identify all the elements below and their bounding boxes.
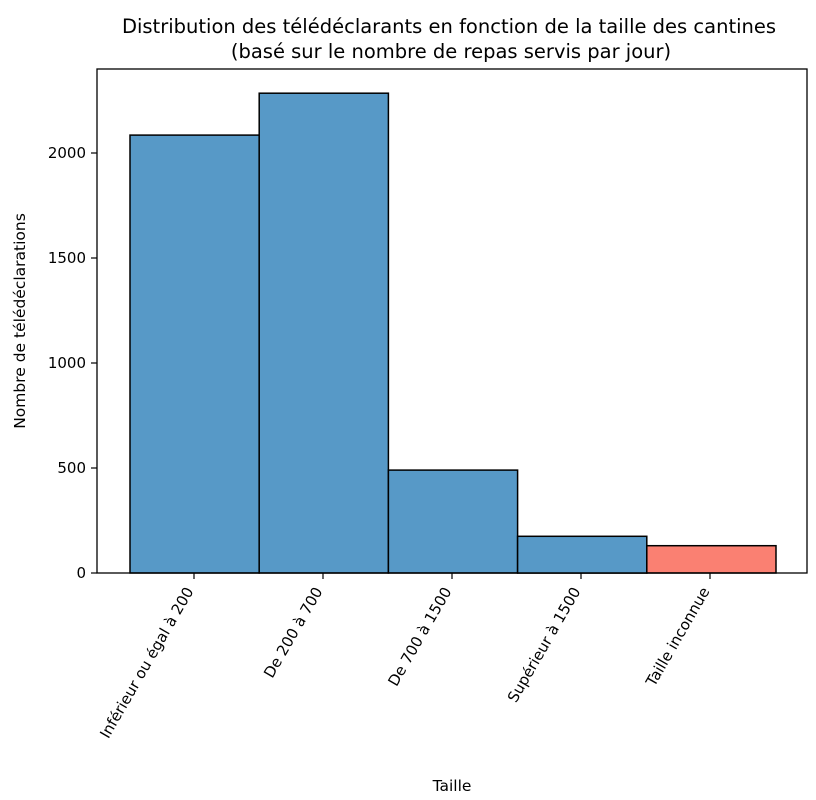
bar-3 (387, 469, 519, 574)
y-tick-label: 1500 (48, 249, 86, 267)
y-tick-label: 500 (57, 459, 86, 477)
plot-frame (96, 68, 808, 574)
bar-4 (516, 535, 648, 574)
x-axis-label: Taille (432, 777, 472, 795)
y-tick-label: 1000 (48, 354, 86, 372)
x-tick-label: De 200 à 700 (260, 584, 326, 681)
x-ticks: Inférieur ou égal à 200 De 200 à 700 De 70… (96, 573, 713, 741)
chart-subtitle: (basé sur le nombre de repas servis par … (231, 40, 671, 63)
chart-title: Distribution des télédéclarants en fonct… (122, 15, 776, 38)
x-tick-label: Inférieur ou égal à 200 (96, 584, 197, 741)
bar-1 (129, 134, 260, 574)
bars-layer (129, 92, 777, 574)
x-tick-label: De 700 à 1500 (384, 584, 455, 689)
bar-5 (646, 544, 777, 574)
y-axis-label: Nombre de télédéclarations (11, 213, 29, 429)
y-tick-label: 0 (76, 564, 86, 582)
x-tick-label: Supérieur à 1500 (504, 584, 585, 706)
y-tick-label: 2000 (48, 144, 86, 162)
y-ticks: 0 500 1000 1500 2000 (48, 144, 97, 582)
bar-2 (258, 92, 390, 574)
x-tick-label: Taille inconnue (642, 584, 714, 690)
